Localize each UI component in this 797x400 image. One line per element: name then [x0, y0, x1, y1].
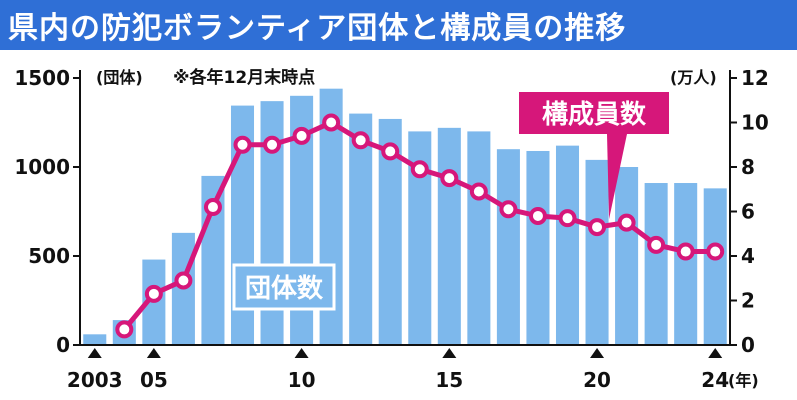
line-point-2007 — [203, 198, 222, 217]
x-tick-label-2015: 15 — [435, 368, 463, 392]
x-tick-label-2020: 20 — [583, 368, 611, 392]
right-tick-label-0: 0 — [741, 333, 755, 357]
bar-2012 — [349, 113, 373, 345]
left-tick-label-1000: 1000 — [14, 155, 70, 179]
left-axis-unit: (団体) — [96, 68, 143, 87]
line-point-2022 — [647, 235, 666, 254]
line-point-2014 — [410, 160, 429, 179]
bar-2019 — [555, 145, 580, 345]
right-tick-label-12: 12 — [741, 66, 769, 90]
bar-2020 — [585, 159, 609, 345]
chart-title: 県内の防犯ボランティア団体と構成員の推移 — [0, 0, 797, 50]
bar-2018 — [526, 150, 550, 345]
x-tick-marker-2020 — [590, 348, 605, 358]
x-tick-marker-2003 — [87, 348, 102, 358]
line-point-2021 — [617, 213, 636, 232]
line-point-2017 — [499, 200, 518, 219]
line-point-2018 — [528, 206, 547, 225]
x-tick-marker-2005 — [146, 348, 161, 358]
line-series-label-pointer — [607, 134, 627, 220]
bar-2022 — [644, 183, 668, 345]
bar-2014 — [408, 131, 432, 345]
line-point-2005 — [144, 284, 163, 303]
note-label: ※各年12月末時点 — [173, 67, 315, 88]
line-point-2010 — [292, 126, 311, 145]
bar-2021 — [615, 167, 639, 345]
x-tick-marker-2024 — [708, 348, 723, 358]
x-tick-label-2024: 24 — [701, 368, 729, 392]
line-point-2023 — [676, 242, 695, 261]
right-tick-label-6: 6 — [741, 200, 755, 224]
bar-2013 — [378, 118, 402, 345]
bar-2015 — [437, 127, 461, 345]
line-point-2006 — [174, 271, 193, 290]
line-point-2012 — [351, 131, 370, 150]
bar-series-label-box — [232, 263, 336, 311]
bar-2003 — [83, 334, 107, 345]
right-tick-label-8: 8 — [741, 155, 755, 179]
right-tick-label-2: 2 — [741, 289, 755, 313]
line-point-2004 — [115, 320, 134, 339]
right-tick-label-10: 10 — [741, 111, 769, 135]
right-axis-unit: (万人) — [670, 68, 717, 87]
year-unit: (年) — [728, 371, 759, 390]
line-series-label: 構成員数 — [542, 100, 647, 130]
bar-series-label: 団体数 — [245, 274, 324, 304]
line-point-2011 — [322, 113, 341, 132]
left-tick-label-1500: 1500 — [14, 66, 70, 90]
bar-2017 — [496, 149, 520, 345]
x-tick-marker-2015 — [442, 348, 457, 358]
x-tick-label-2003: 2003 — [67, 368, 123, 392]
line-point-2013 — [381, 142, 400, 161]
line-point-2019 — [558, 209, 577, 228]
right-tick-label-4: 4 — [741, 244, 755, 268]
line-point-2024 — [706, 242, 725, 261]
bar-2016 — [467, 131, 491, 345]
x-tick-marker-2010 — [294, 348, 309, 358]
line-point-2009 — [263, 135, 282, 154]
x-tick-label-2010: 10 — [288, 368, 316, 392]
bar-2024 — [703, 188, 727, 345]
left-tick-label-0: 0 — [56, 333, 70, 357]
line-point-2016 — [469, 182, 488, 201]
line-point-2015 — [440, 169, 459, 188]
left-tick-label-500: 500 — [28, 244, 70, 268]
line-point-2020 — [588, 218, 607, 237]
bar-2023 — [674, 183, 698, 345]
x-tick-label-2005: 05 — [140, 368, 168, 392]
line-point-2008 — [233, 135, 252, 154]
line-series-label-box — [519, 92, 669, 134]
